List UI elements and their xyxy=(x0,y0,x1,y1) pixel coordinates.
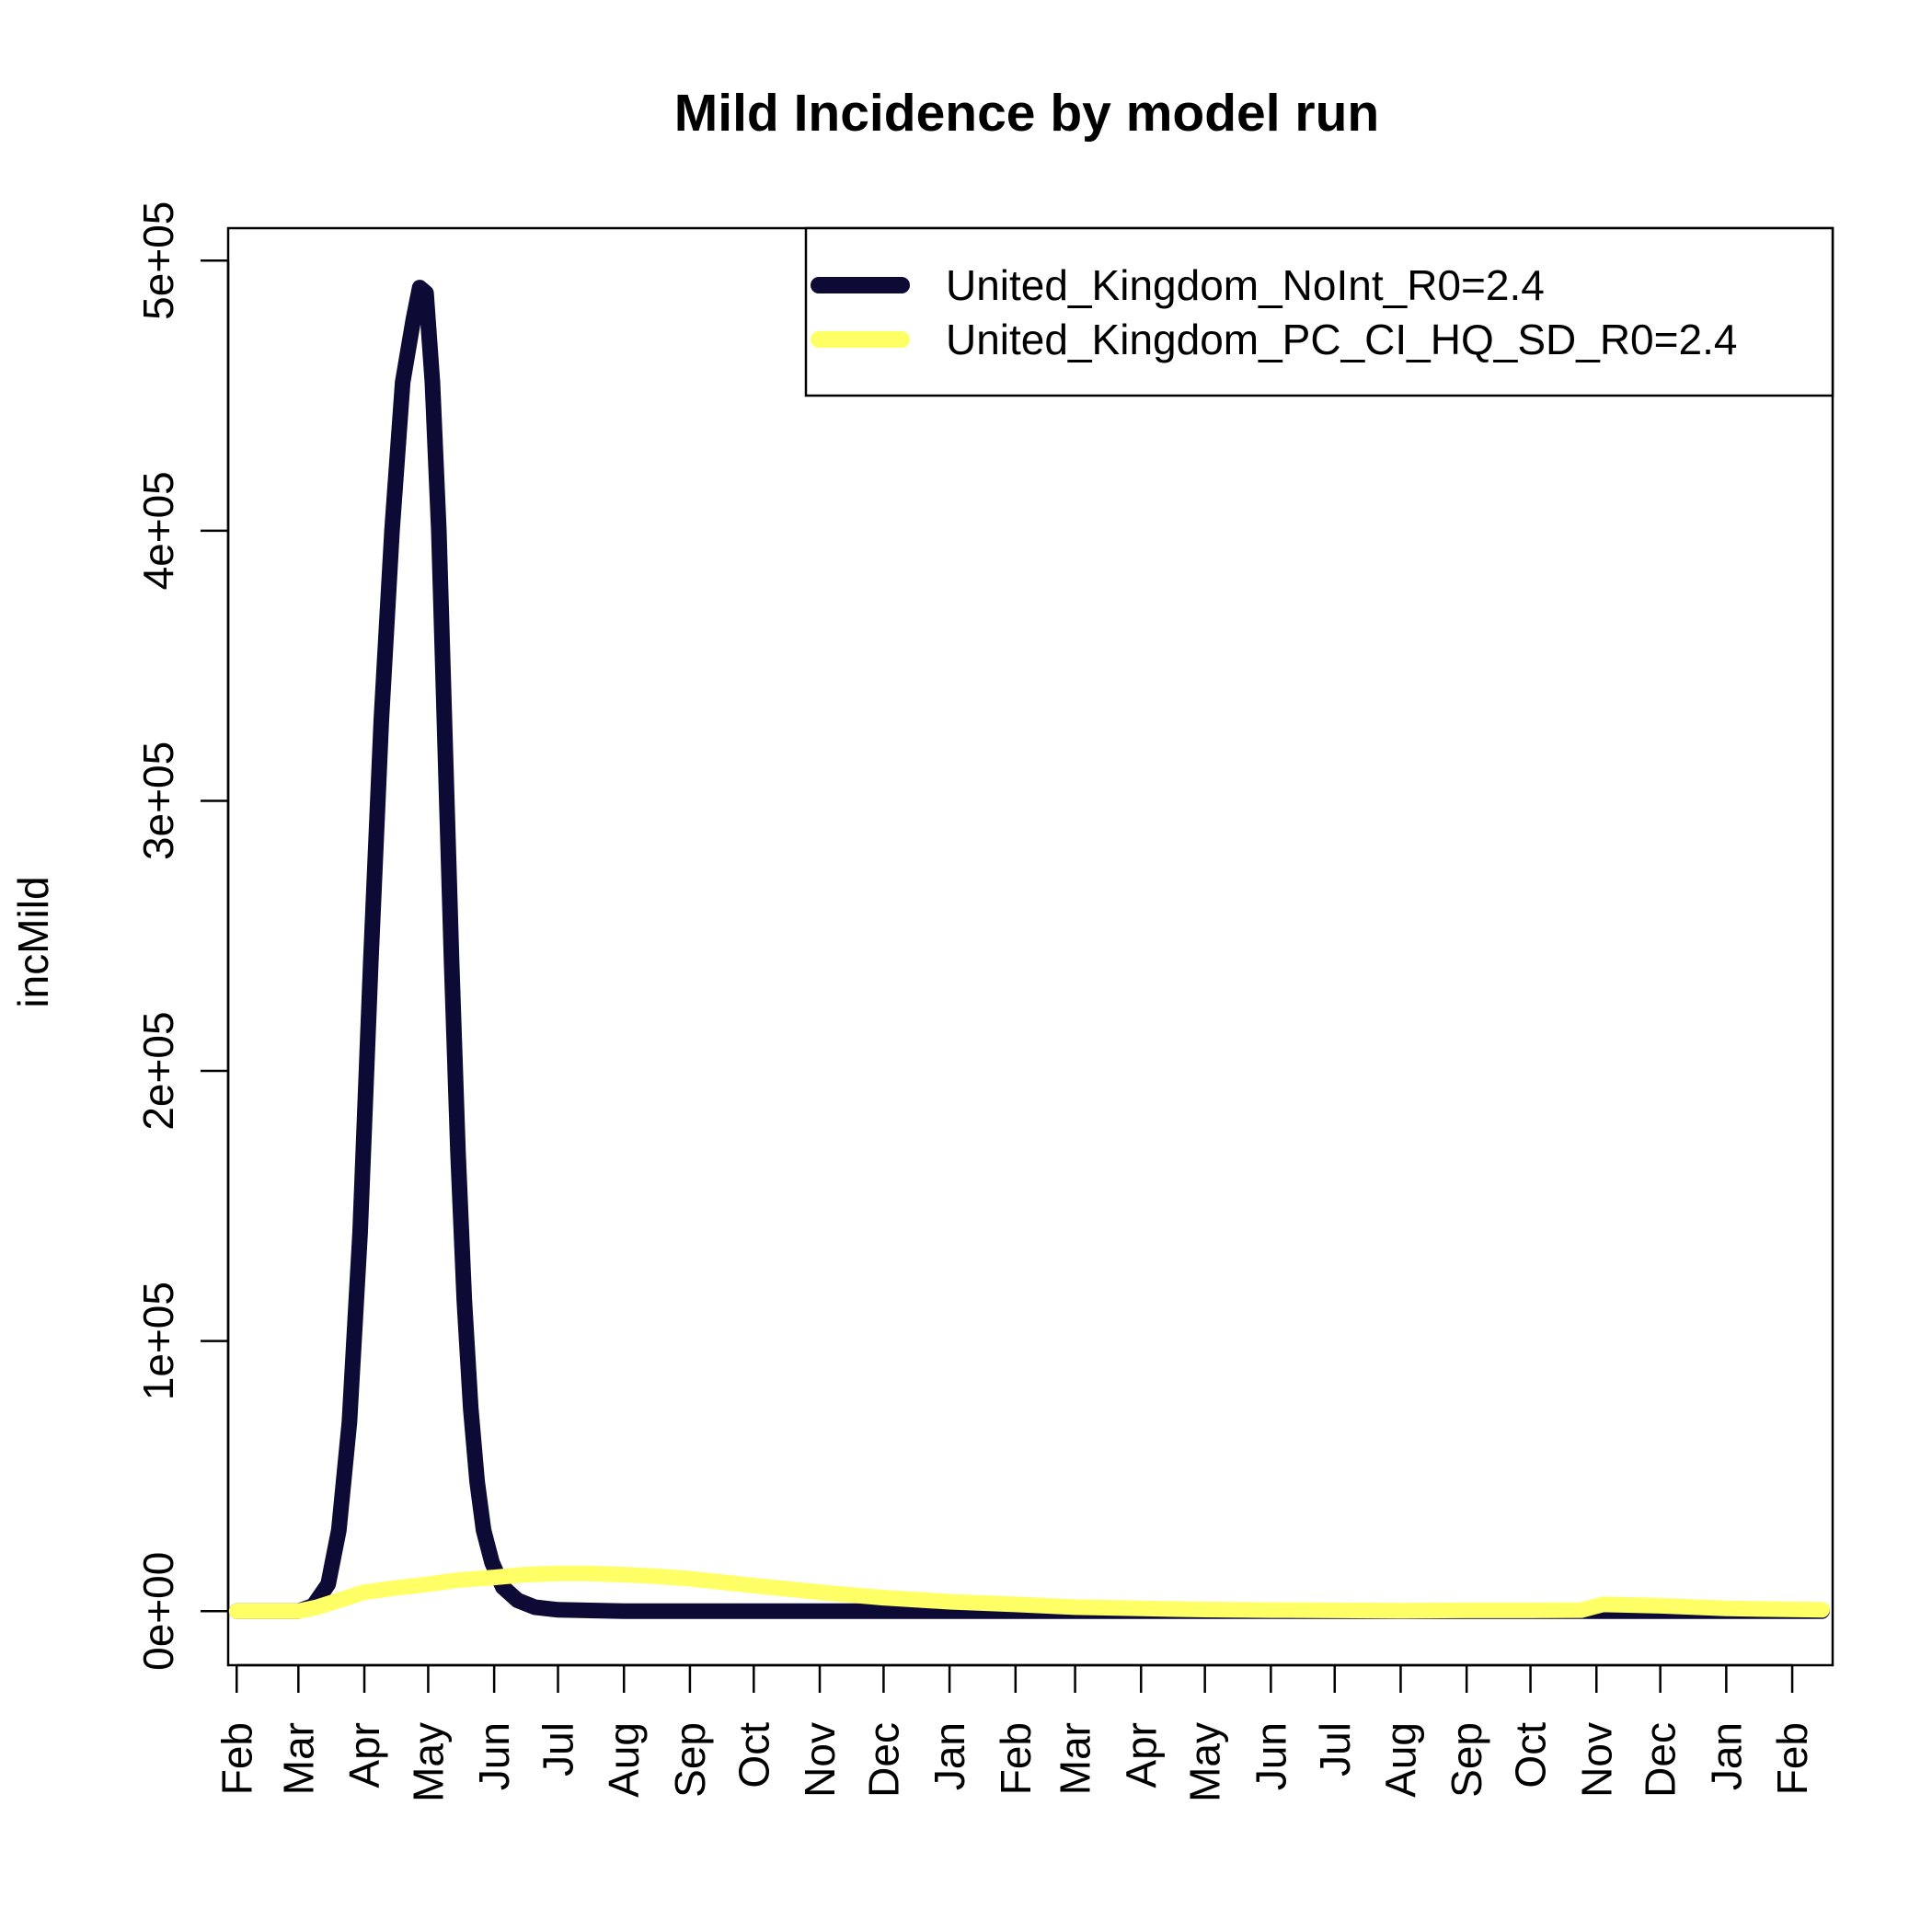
x-tick-label: Mar xyxy=(1052,1722,1099,1795)
x-tick-label: May xyxy=(404,1722,452,1802)
series-layer xyxy=(228,280,1830,1619)
y-axis: 0e+00 1e+05 2e+05 3e+05 4e+05 5e+05 xyxy=(134,201,230,1671)
x-tick-label: Jul xyxy=(535,1722,582,1777)
x-tick-label: Feb xyxy=(213,1722,260,1795)
y-tick-label: 5e+05 xyxy=(134,201,182,320)
y-axis-label: incMild xyxy=(9,876,57,1007)
x-tick-label: Apr xyxy=(340,1722,388,1788)
y-tick-label: 0e+00 xyxy=(134,1552,182,1671)
x-tick-label: Sep xyxy=(1443,1722,1490,1798)
x-tick-label: Apr xyxy=(1117,1722,1165,1788)
legend-label: United_Kingdom_NoInt_R0=2.4 xyxy=(946,261,1545,309)
x-tick-label: Nov xyxy=(1572,1722,1620,1798)
x-tick-label: May xyxy=(1181,1722,1229,1802)
x-tick-label: Nov xyxy=(796,1722,844,1798)
series-line-0 xyxy=(228,280,1830,1619)
chart-title: Mild Incidence by model run xyxy=(674,84,1379,143)
x-axis: Feb Mar Apr May Jun Jul Aug Sep Oct Nov Dec Jan Feb M… xyxy=(213,1663,1816,1802)
x-tick-label: Jul xyxy=(1311,1722,1359,1777)
x-tick-label: Jun xyxy=(470,1722,518,1790)
x-tick-label: Jan xyxy=(926,1722,973,1790)
x-tick-label: Oct xyxy=(730,1722,777,1788)
x-tick-label: Jan xyxy=(1702,1722,1750,1790)
x-tick-label: Dec xyxy=(1637,1722,1685,1798)
legend-box xyxy=(804,226,1834,397)
x-tick-label: Aug xyxy=(600,1722,648,1798)
x-tick-label: Oct xyxy=(1507,1722,1555,1788)
series-line-1 xyxy=(228,1565,1830,1619)
y-tick-label: 4e+05 xyxy=(134,471,182,590)
x-tick-label: Dec xyxy=(859,1722,907,1798)
x-tick-label: Mar xyxy=(274,1722,322,1795)
x-tick-label: Sep xyxy=(666,1722,714,1798)
legend-label: United_Kingdom_PC_CI_HQ_SD_R0=2.4 xyxy=(946,316,1737,363)
x-tick-label: Aug xyxy=(1376,1722,1424,1798)
x-tick-label: Jun xyxy=(1247,1722,1294,1790)
x-tick-label: Feb xyxy=(1768,1722,1816,1795)
y-tick-label: 2e+05 xyxy=(134,1011,182,1130)
y-tick-label: 1e+05 xyxy=(134,1282,182,1400)
y-tick-label: 3e+05 xyxy=(134,742,182,860)
legend: United_Kingdom_NoInt_R0=2.4 United_Kingd… xyxy=(804,226,1834,397)
x-tick-label: Feb xyxy=(992,1722,1040,1795)
